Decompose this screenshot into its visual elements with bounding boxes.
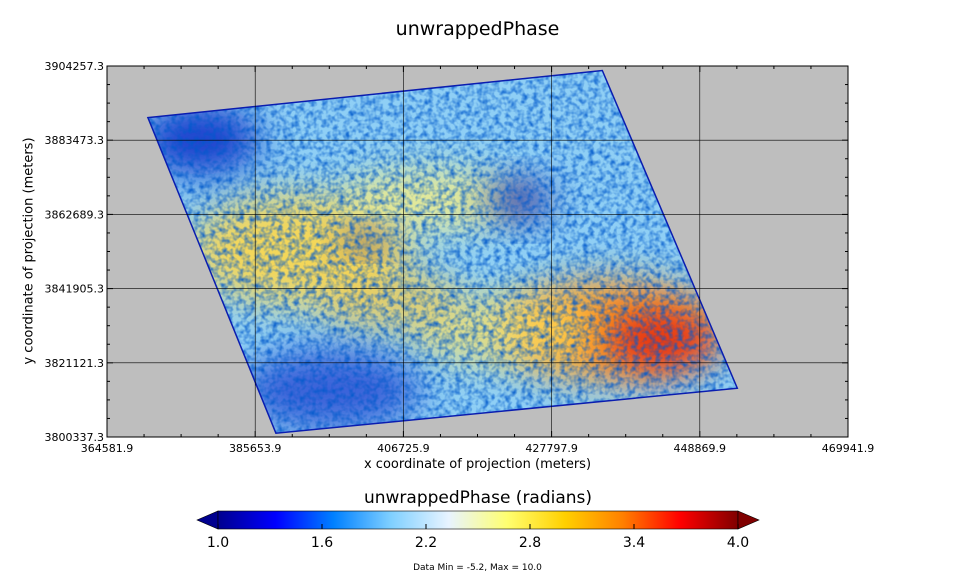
y-tick-label: 3841905.3 xyxy=(45,283,105,296)
colorbar-title: unwrappedPhase (radians) xyxy=(363,488,593,508)
colorbar-tick-label: 1.6 xyxy=(311,535,333,551)
y-tick-label: 3821121.3 xyxy=(45,357,105,370)
colorbar-min-extend-arrow xyxy=(196,510,219,530)
x-tick-label: 406725.9 xyxy=(377,442,430,455)
colorbar-max-extend-arrow xyxy=(737,510,760,530)
y-tick-label: 3883473.3 xyxy=(45,134,105,147)
chart-title: unwrappedPhase xyxy=(395,18,560,40)
y-axis-ticks: 3904257.3 3883473.3 3862689.3 3841905.3 3821… xyxy=(45,60,848,444)
colorbar-bar xyxy=(217,510,739,530)
plot-area: 364581.9 385653.9 406725.9 427797.9 448869.9… xyxy=(45,60,875,455)
colorbar: 1.0 1.6 2.2 2.8 3.4 4.0 xyxy=(196,510,760,551)
data-range-footer: Data Min = -5.2, Max = 10.0 xyxy=(413,563,542,573)
colorbar-tick-label: 2.2 xyxy=(415,535,437,551)
colorbar-tick-label: 4.0 xyxy=(727,535,749,551)
y-tick-label: 3862689.3 xyxy=(45,208,105,221)
colorbar-ticks: 1.0 1.6 2.2 2.8 3.4 4.0 xyxy=(207,524,749,551)
x-tick-label: 427797.9 xyxy=(525,442,578,455)
x-axis-label: x coordinate of projection (meters) xyxy=(363,457,592,472)
gridlines xyxy=(107,66,848,437)
footprint-edge xyxy=(146,69,739,435)
colorbar-tick-label: 1.0 xyxy=(207,535,229,551)
x-axis-ticks: 364581.9 385653.9 406725.9 427797.9 448869.9… xyxy=(81,66,875,455)
x-tick-label: 448869.9 xyxy=(674,442,727,455)
x-tick-label: 385653.9 xyxy=(229,442,282,455)
x-tick-label: 364581.9 xyxy=(81,442,134,455)
y-axis-label: y coordinate of projection (meters) xyxy=(21,137,37,365)
x-tick-label: 469941.9 xyxy=(822,442,875,455)
y-tick-label: 3904257.3 xyxy=(45,60,105,73)
colorbar-tick-label: 2.8 xyxy=(519,535,541,551)
colorbar-tick-label: 3.4 xyxy=(623,535,645,551)
y-tick-label: 3800337.3 xyxy=(45,431,105,444)
